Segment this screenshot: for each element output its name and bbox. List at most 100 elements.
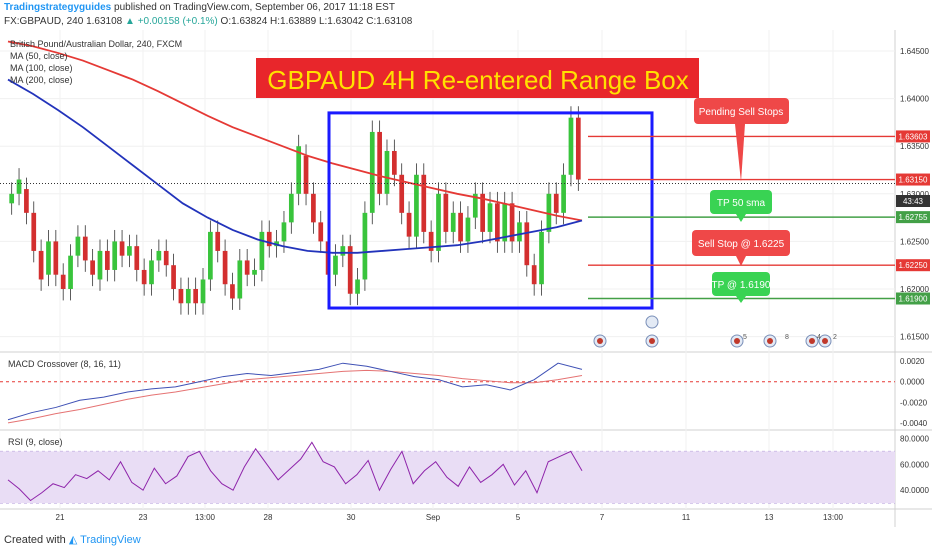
candle-body: [97, 250, 103, 280]
candle-body: [347, 246, 353, 294]
x-tick-label: 23: [139, 513, 148, 522]
x-tick-label: 11: [682, 513, 691, 522]
flag-icon-dot: [809, 338, 815, 344]
published-text: published on TradingView.com, September …: [114, 2, 395, 13]
candle-body: [230, 284, 235, 299]
y-tick-label: 1.63500: [900, 142, 929, 151]
candle-body: [480, 193, 486, 232]
candle-body: [472, 193, 478, 218]
candle-body: [244, 260, 250, 275]
chart-title: British Pound/Australian Dollar, 240, FX…: [10, 39, 182, 49]
level-tag-label: 1.61900: [899, 295, 928, 304]
footer-created: Created with: [4, 534, 66, 546]
candles: [9, 106, 581, 315]
economic-events[interactable]: 5 8 4 2: [593, 315, 837, 348]
indicator-ma200[interactable]: MA (200, close): [10, 75, 73, 85]
publisher-line: Tradingstrategyguides published on Tradi…: [4, 2, 395, 13]
candle-body: [355, 279, 360, 294]
macd-tick-label: -0.0040: [900, 419, 928, 428]
ma-blue-line: [7, 78, 583, 254]
candle-body: [185, 288, 191, 304]
change-label: ▲ +0.00158 (+0.1%): [125, 16, 218, 27]
candle-body: [531, 265, 537, 285]
candle-body: [487, 203, 493, 232]
candle-body: [215, 231, 221, 251]
author-link[interactable]: Tradingstrategyguides: [4, 2, 112, 13]
candle-body: [171, 265, 176, 289]
level-tag: [896, 259, 930, 272]
candle-body: [119, 241, 125, 256]
candle-body: [318, 222, 324, 242]
svg-text:TP 50 sma: TP 50 sma: [717, 198, 766, 209]
macd-title[interactable]: MACD Crossover (8, 16, 11): [8, 359, 121, 369]
candle-body: [252, 269, 257, 275]
candle-body: [458, 212, 463, 242]
svg-text:Sell Stop @ 1.6225: Sell Stop @ 1.6225: [698, 239, 785, 250]
symbol-label: FX:GBPAUD, 240: [4, 16, 84, 27]
axis-labels: 1.64500 1.64000 1.63500 1.63000 1.62500 1.620…: [56, 47, 930, 522]
candle-body: [288, 193, 294, 223]
candle-body: [333, 255, 338, 275]
callout-tp-6190: TP @ 1.6190: [712, 272, 771, 303]
x-tick-label: 30: [347, 513, 356, 522]
candle-body: [82, 236, 88, 261]
candle-body: [399, 174, 405, 213]
time-tag: 43:43: [896, 195, 930, 207]
tradingview-logo-icon[interactable]: ◭ TradingView: [68, 534, 141, 546]
y-tick-label: 1.63000: [900, 190, 929, 199]
candle-body: [38, 250, 44, 280]
candle-body: [311, 193, 316, 223]
candle-body: [414, 174, 419, 237]
candle-body: [141, 269, 147, 285]
indicator-ma50[interactable]: MA (50, close): [10, 51, 68, 61]
y-tick-label: 1.64000: [900, 95, 929, 104]
candle-body: [237, 260, 243, 299]
candle-body: [340, 246, 346, 256]
indicator-ma100[interactable]: MA (100, close): [10, 63, 73, 73]
candle-body: [539, 231, 544, 285]
candle-body: [163, 250, 169, 266]
last-price: 1.63108: [86, 16, 123, 27]
x-tick-label: 13:00: [195, 513, 216, 522]
flag-icon-dot: [734, 338, 740, 344]
candle-body: [127, 246, 132, 256]
candle-body: [68, 255, 73, 289]
ohlc-values: O:1.63824 H:1.63889 L:1.63042 C:1.63108: [220, 16, 413, 27]
rsi-title[interactable]: RSI (9, close): [8, 437, 63, 447]
candle-body: [296, 146, 302, 194]
rsi-tick-label: 60.0000: [900, 460, 929, 469]
candle-body: [134, 246, 140, 270]
candle-body: [178, 288, 184, 304]
candle-body: [546, 193, 552, 232]
candle-body: [465, 217, 471, 242]
candle-body: [502, 203, 508, 242]
candle-body: [156, 250, 162, 261]
callout-tp-50-sma: TP 50 sma: [710, 190, 772, 222]
candle-body: [384, 150, 390, 194]
svg-text:Pending Sell Stops: Pending Sell Stops: [699, 107, 784, 118]
flag-icon-dot: [597, 338, 603, 344]
candle-body: [561, 174, 566, 213]
candle-body: [362, 212, 368, 280]
axis-background: [895, 30, 932, 527]
event-count: 5: [743, 334, 747, 341]
candle-body: [193, 288, 199, 304]
candle-body: [53, 241, 59, 275]
candle-body: [90, 260, 95, 275]
event-count: 8: [785, 334, 789, 341]
level-tag: [896, 211, 930, 224]
y-tick-label: 1.64500: [900, 47, 929, 56]
candle-body: [568, 117, 574, 175]
candle-body: [450, 212, 456, 232]
candle-body: [391, 150, 397, 175]
x-tick-label: 5: [516, 513, 521, 522]
candle-body: [112, 241, 118, 270]
x-tick-label: 21: [56, 513, 65, 522]
candle-body: [104, 250, 110, 270]
macd-line: [7, 362, 583, 421]
candle-body: [222, 250, 228, 285]
event-count: 4: [817, 334, 821, 341]
candle-body: [46, 241, 51, 275]
macd-tick-label: 0.0020: [900, 357, 925, 366]
